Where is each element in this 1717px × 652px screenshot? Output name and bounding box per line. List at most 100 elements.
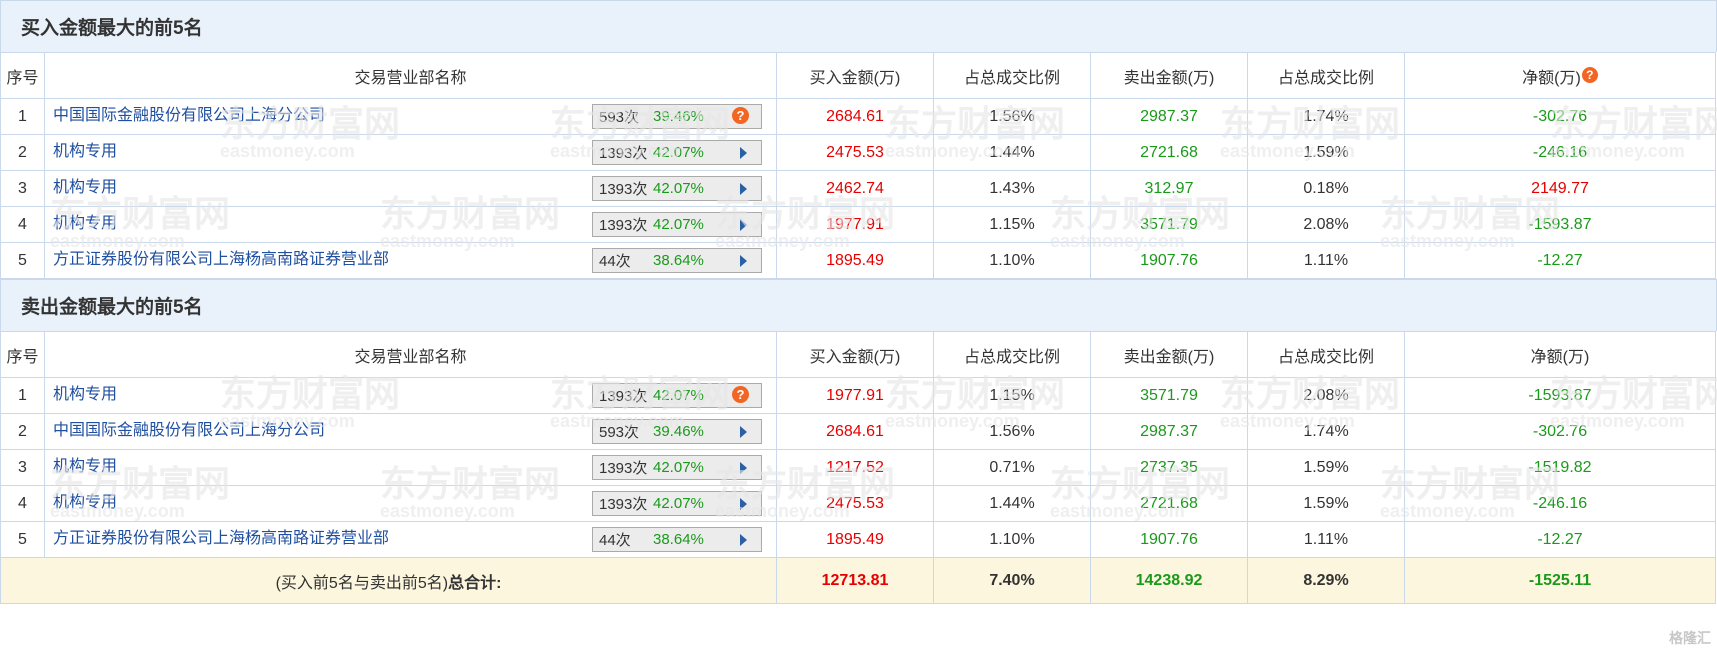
buy-amount: 1977.91 <box>776 377 934 414</box>
branch-stats-badge[interactable]: 44次 38.64% <box>592 527 762 552</box>
expand-arrow-icon[interactable] <box>740 498 747 510</box>
net-amount: -1593.87 <box>1404 377 1716 414</box>
branch-trade-count: 593次 <box>599 109 640 126</box>
total-sell-amount: 14238.92 <box>1090 557 1248 604</box>
sell-amount: 2987.37 <box>1090 98 1248 135</box>
expand-arrow-icon[interactable] <box>740 255 747 267</box>
col-sell-ratio: 占总成交比例 <box>1247 331 1405 378</box>
branch-trade-count: 1393次 <box>599 460 648 477</box>
branch-name-link[interactable]: 机构专用 <box>53 143 118 160</box>
table-row: 3 机构专用 1393次 42.07% 2462.74 1.43% 312.97 0.18% 2… <box>0 170 1716 207</box>
expand-arrow-icon[interactable] <box>740 219 747 231</box>
buy-ratio: 1.56% <box>933 413 1091 450</box>
branch-name-link[interactable]: 方正证券股份有限公司上海杨高南路证券营业部 <box>53 251 390 268</box>
branch-stats-badge[interactable]: 593次 39.46% <box>592 419 762 444</box>
sell-amount: 2721.68 <box>1090 485 1248 522</box>
col-net-amount: 净额(万) <box>1404 331 1716 378</box>
col-sell-amount: 卖出金额(万) <box>1090 331 1248 378</box>
expand-arrow-icon[interactable] <box>740 462 747 474</box>
buy-ratio: 0.71% <box>933 449 1091 486</box>
buy-amount: 1895.49 <box>776 521 934 558</box>
sell-section-title: 卖出金额最大的前5名 <box>0 279 1717 331</box>
sell-amount: 1907.76 <box>1090 242 1248 279</box>
help-icon[interactable]: ? <box>732 107 749 124</box>
table-row: 4 机构专用 1393次 42.07% 2475.53 1.44% 2721.68 1.59%… <box>0 485 1716 522</box>
col-buy-ratio: 占总成交比例 <box>933 331 1091 378</box>
total-label-prefix: (买入前5名与卖出前5名) <box>275 574 449 592</box>
table-row: 2 中国国际金融股份有限公司上海分公司 593次 39.46% 2684.61 1.56%… <box>0 413 1716 450</box>
branch-name-link[interactable]: 机构专用 <box>53 494 118 511</box>
branch-name-link[interactable]: 机构专用 <box>53 215 118 232</box>
row-index: 1 <box>0 377 45 414</box>
sell-ratio: 1.74% <box>1247 98 1405 135</box>
corner-logo: 格隆汇 <box>1669 630 1711 646</box>
sell-top5-table: 序号 交易营业部名称 买入金额(万) 占总成交比例 卖出金额(万) 占总成交比例… <box>0 331 1716 604</box>
table-row: 1 机构专用 1393次 42.07%? 1977.91 1.15% 3571.79 2.08… <box>0 377 1716 414</box>
sell-table-header-row: 序号 交易营业部名称 买入金额(万) 占总成交比例 卖出金额(万) 占总成交比例… <box>0 331 1716 378</box>
net-amount: -12.27 <box>1404 521 1716 558</box>
branch-trade-count: 1393次 <box>599 181 648 198</box>
sell-ratio: 1.11% <box>1247 521 1405 558</box>
row-index: 4 <box>0 206 45 243</box>
row-index: 2 <box>0 413 45 450</box>
branch-name-link[interactable]: 机构专用 <box>53 179 118 196</box>
buy-amount: 1977.91 <box>776 206 934 243</box>
total-net-amount: -1525.11 <box>1404 557 1716 604</box>
buy-ratio: 1.43% <box>933 170 1091 207</box>
buy-amount: 2684.61 <box>776 413 934 450</box>
branch-win-rate: 42.07% <box>653 180 704 197</box>
branch-cell: 机构专用 1393次 42.07% <box>44 485 777 522</box>
table-row: 4 机构专用 1393次 42.07% 1977.91 1.15% 3571.79 2.08%… <box>0 206 1716 243</box>
branch-stats-badge[interactable]: 1393次 42.07% <box>592 140 762 165</box>
col-buy-ratio: 占总成交比例 <box>933 52 1091 99</box>
expand-arrow-icon[interactable] <box>740 426 747 438</box>
col-branch-name: 交易营业部名称 <box>44 52 777 99</box>
expand-arrow-icon[interactable] <box>740 183 747 195</box>
branch-win-rate: 38.64% <box>653 252 704 269</box>
branch-trade-count: 1393次 <box>599 217 648 234</box>
net-amount: -1593.87 <box>1404 206 1716 243</box>
sell-ratio: 1.11% <box>1247 242 1405 279</box>
buy-ratio: 1.44% <box>933 134 1091 171</box>
branch-stats-badge[interactable]: 593次 39.46%? <box>592 104 762 129</box>
sell-ratio: 1.59% <box>1247 485 1405 522</box>
col-sell-ratio: 占总成交比例 <box>1247 52 1405 99</box>
branch-stats-badge[interactable]: 1393次 42.07%? <box>592 383 762 408</box>
branch-stats-badge[interactable]: 1393次 42.07% <box>592 212 762 237</box>
branch-trade-count: 1393次 <box>599 496 648 513</box>
row-index: 3 <box>0 449 45 486</box>
sell-ratio: 1.74% <box>1247 413 1405 450</box>
branch-stats-badge[interactable]: 1393次 42.07% <box>592 491 762 516</box>
branch-win-rate: 42.07% <box>653 495 704 512</box>
branch-win-rate: 42.07% <box>653 144 704 161</box>
branch-stats-badge[interactable]: 1393次 42.07% <box>592 176 762 201</box>
net-amount: -12.27 <box>1404 242 1716 279</box>
branch-name-link[interactable]: 方正证券股份有限公司上海杨高南路证券营业部 <box>53 530 390 547</box>
buy-ratio: 1.10% <box>933 242 1091 279</box>
branch-win-rate: 39.46% <box>653 108 704 125</box>
row-index: 5 <box>0 242 45 279</box>
expand-arrow-icon[interactable] <box>740 147 747 159</box>
branch-name-link[interactable]: 中国国际金融股份有限公司上海分公司 <box>53 422 326 439</box>
table-row: 2 机构专用 1393次 42.07% 2475.53 1.44% 2721.68 1.59%… <box>0 134 1716 171</box>
expand-arrow-icon[interactable] <box>740 534 747 546</box>
total-label: (买入前5名与卖出前5名)总合计: <box>0 557 777 604</box>
help-icon[interactable]: ? <box>732 386 749 403</box>
col-sell-amount: 卖出金额(万) <box>1090 52 1248 99</box>
branch-cell: 机构专用 1393次 42.07% <box>44 206 777 243</box>
help-icon[interactable]: ? <box>1581 66 1598 83</box>
col-index: 序号 <box>0 52 45 99</box>
col-index: 序号 <box>0 331 45 378</box>
branch-name-link[interactable]: 中国国际金融股份有限公司上海分公司 <box>53 107 326 124</box>
col-net-amount: 净额(万)? <box>1404 52 1716 99</box>
branch-name-link[interactable]: 机构专用 <box>53 458 118 475</box>
sell-ratio: 1.59% <box>1247 134 1405 171</box>
sell-amount: 2987.37 <box>1090 413 1248 450</box>
branch-trade-count: 44次 <box>599 253 631 270</box>
sell-amount: 2737.35 <box>1090 449 1248 486</box>
branch-stats-badge[interactable]: 44次 38.64% <box>592 248 762 273</box>
buy-amount: 1217.52 <box>776 449 934 486</box>
branch-name-link[interactable]: 机构专用 <box>53 386 118 403</box>
sell-amount: 312.97 <box>1090 170 1248 207</box>
branch-stats-badge[interactable]: 1393次 42.07% <box>592 455 762 480</box>
